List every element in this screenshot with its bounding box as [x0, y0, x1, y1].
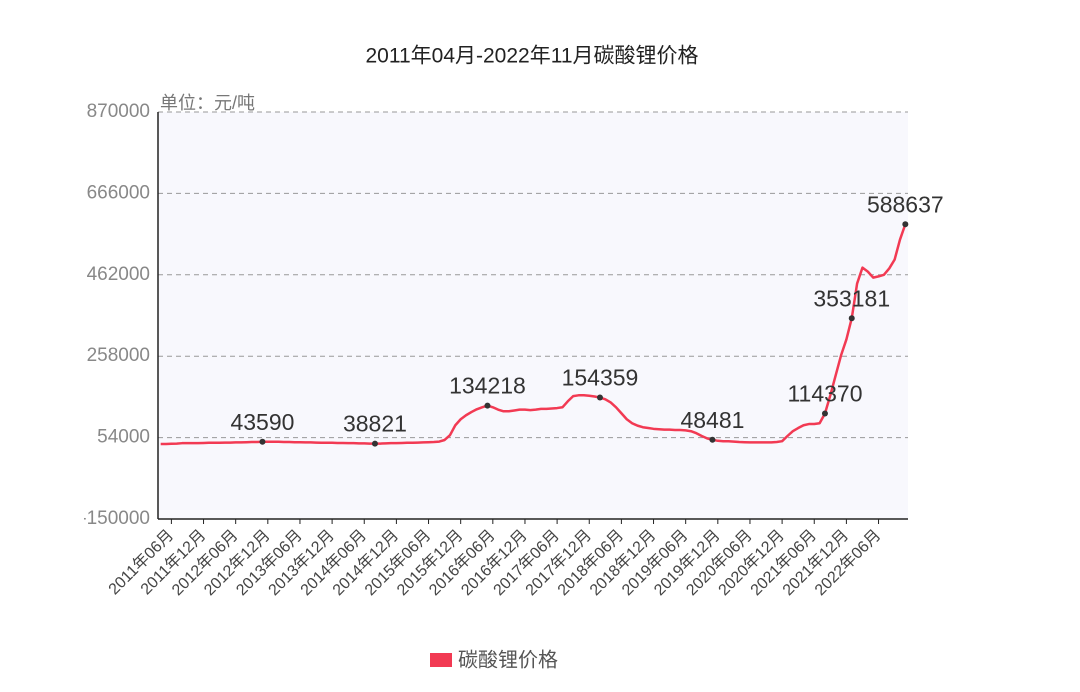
y-tick-label: 258000	[87, 345, 150, 366]
plot-area	[158, 112, 908, 519]
data-label: 154359	[562, 365, 639, 391]
data-point	[821, 410, 828, 417]
data-point	[596, 394, 603, 401]
legend-label: 碳酸锂价格	[458, 648, 558, 671]
data-label: 353181	[813, 285, 890, 311]
data-label: 43590	[230, 409, 294, 435]
y-tick-label: 666000	[87, 182, 150, 203]
data-point	[709, 436, 716, 443]
data-label: 114370	[787, 381, 862, 407]
y-tick-label: 870000	[87, 101, 150, 122]
legend-swatch	[430, 653, 452, 667]
chart-title: 2011年04月-2022年11月碳酸锂价格	[365, 45, 698, 68]
data-label: 38821	[343, 411, 407, 437]
y-tick-label: -150000	[80, 508, 150, 529]
y-tick-label: 54000	[97, 427, 150, 448]
y-tick-label: 462000	[87, 264, 150, 285]
data-label: 134218	[449, 373, 526, 399]
data-point	[848, 315, 855, 322]
data-point	[371, 440, 378, 447]
y-axis-labels: -150000 54000 258000 462000 666000 870000	[80, 101, 150, 529]
data-label: 48481	[680, 407, 744, 433]
data-point	[902, 221, 909, 228]
data-label: 588637	[867, 191, 944, 217]
data-point	[484, 402, 491, 409]
data-point	[259, 438, 266, 445]
unit-label: 单位：元/吨	[160, 93, 255, 113]
line-series	[160, 223, 907, 446]
